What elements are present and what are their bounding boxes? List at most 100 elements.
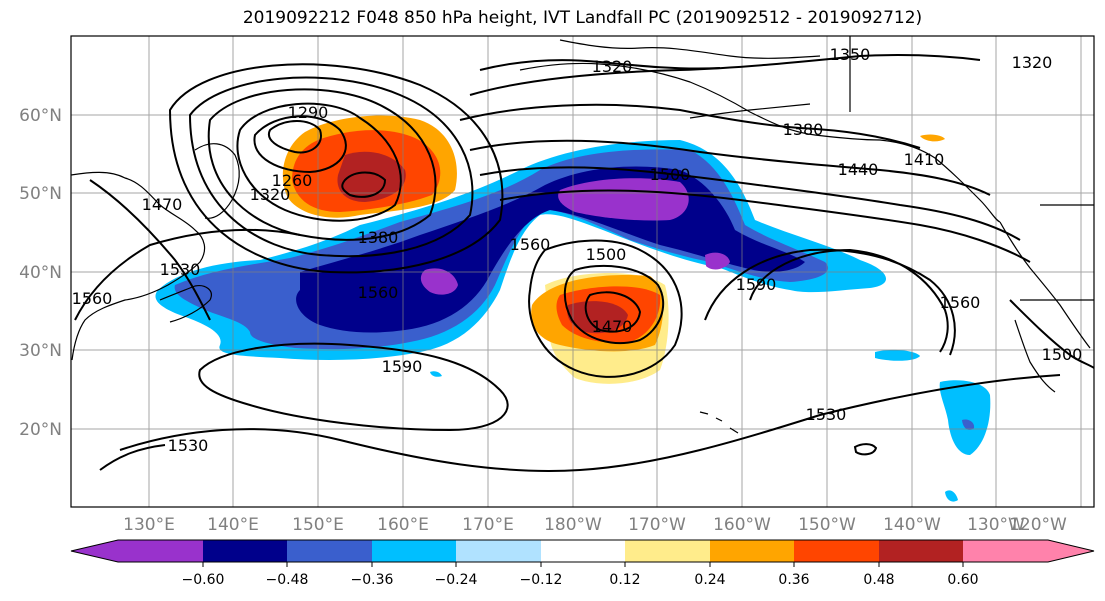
contour-1260 [341,171,387,198]
contour-1470-mid [479,166,1021,241]
contour-label: 1470 [142,195,183,214]
contour-1380-mid [459,103,921,149]
negative-anomaly-lightblue [939,380,991,455]
lon-label: 160°W [713,515,771,535]
coast-asia [71,171,206,361]
map-frame [70,35,1095,508]
negative-anomaly-purple [705,252,730,270]
contour-label: 1560 [940,293,981,312]
contour-label: 1290 [288,103,329,122]
coast-arctic [559,39,821,59]
lat-label-50n: 50°N [19,184,62,204]
colorbar-segment [963,540,1048,562]
lat-label-30n: 30°N [19,341,62,361]
contour-1320-top [479,59,721,71]
colorbar-segment [794,540,879,562]
contour-label: 1380 [783,120,824,139]
contour-1380 [207,88,437,241]
contour-1560-west [74,228,301,321]
contour-label: 1320 [1012,53,1053,72]
negative-anomaly-lightblue [430,371,442,377]
height-contours [74,54,1094,472]
colorbar-segment [372,540,456,562]
negative-anomaly-lightblue [945,490,958,502]
lon-label: 150°E [292,515,344,535]
colorbar-high-extend [1048,540,1094,562]
positive-anomaly-darkred [567,301,628,334]
contour-1500-mid [499,189,1031,263]
negative-anomaly-lightblue [875,349,920,361]
contour-1440-west [168,63,504,274]
lon-label: 180°W [544,515,602,535]
colorbar-segment [118,540,203,562]
contour-1590-south [198,342,509,432]
colorbar-tick-label: 0.24 [694,572,725,588]
latitude-labels: 60°N 50°N 40°N 30°N 20°N [19,106,62,440]
contour-1320-inner [253,115,347,174]
contour-label: 1500 [1042,345,1083,364]
colorbar-tick-label: −0.60 [182,572,225,588]
colorbar-tick-label: −0.12 [520,572,563,588]
contour-1350 [236,102,402,222]
negative-anomaly-purple [420,268,458,295]
contour-label: 1560 [72,289,113,308]
contour-1560-loop [528,239,683,378]
contour-1590-east [704,248,956,356]
colorbar-segment [541,540,625,562]
colorbar-segment [456,540,541,562]
contour-label: 1530 [806,405,847,424]
lon-label: 170°W [628,515,686,535]
colorbar: −0.60 −0.48 −0.36 −0.24 −0.12 0.12 0.24 … [70,539,1095,588]
colorbar-tick-label: 0.48 [863,572,894,588]
contour-1440-mid [469,139,991,196]
longitude-labels: 130°E 140°E 150°E 160°E 170°E 180°W 170°… [123,515,1067,535]
contour-label: 1410 [904,150,945,169]
contour-1470-loop [584,291,642,333]
contour-label: 1560 [358,283,399,302]
negative-anomaly-blue [962,419,975,430]
contour-label: 1530 [160,260,201,279]
contour-label: 1500 [586,245,627,264]
lon-label: 150°W [798,515,856,535]
colorbar-segment [203,540,287,562]
contour-label: 1590 [382,357,423,376]
lon-label: 120°W [1009,515,1067,535]
lon-label: 140°E [207,515,259,535]
colorbar-segment [287,540,372,562]
contour-label: 1350 [830,45,871,64]
coast-north-america [999,221,1091,349]
contour-label: 1470 [592,317,633,336]
graticule [71,36,1094,507]
contour-label: 1320 [250,185,291,204]
contour-label: 1440 [838,160,879,179]
contour-1290 [267,120,322,154]
colorbar-tick-label: 0.36 [778,572,809,588]
colorbar-tick-label: 0.12 [609,572,640,588]
positive-anomaly-orange [920,134,945,142]
colorbar-segment [625,540,710,562]
contour-1500-loop [563,264,665,344]
contour-label: 1590 [736,275,777,294]
contour-1350-top [469,54,981,96]
coast-kamchatka [194,143,240,219]
lon-label: 140°W [883,515,941,535]
coast-baja [1014,319,1056,393]
contour-1560-east [749,248,949,353]
positive-anomaly-darkred [337,151,406,202]
colorbar-segment [879,540,963,562]
colorbar-tick-label: −0.48 [266,572,309,588]
lon-label: 130°E [123,515,175,535]
lon-label: 160°E [377,515,429,535]
contour-1530-south [119,374,1061,472]
lat-label-60n: 60°N [19,106,62,126]
lat-label-20n: 20°N [19,420,62,440]
coast-japan [159,285,212,323]
contour-label-group: 1320 1350 1320 1290 1260 1320 1470 1530 … [72,45,1083,455]
contour-1500-se [1009,299,1094,369]
coast-hawaii [699,411,739,434]
colorbar-segment [710,540,794,562]
negative-anomaly-purple [558,178,689,221]
contour-label: 1260 [272,171,313,190]
coast-alaska [519,62,1001,223]
